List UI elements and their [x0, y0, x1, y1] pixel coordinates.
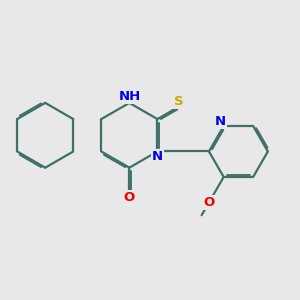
Text: S: S: [174, 95, 184, 108]
Text: O: O: [203, 196, 214, 209]
Text: N: N: [215, 115, 226, 128]
Text: O: O: [124, 190, 135, 204]
Text: N: N: [152, 150, 163, 163]
Text: NH: NH: [118, 90, 140, 103]
